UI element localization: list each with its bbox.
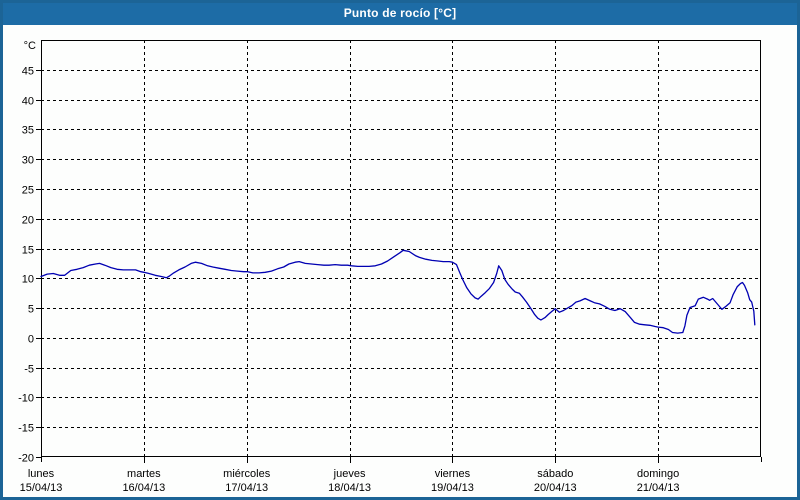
x-day-labels: lunes 15/04/13 martes 16/04/13 miércoles 17/0… bbox=[20, 468, 680, 494]
x-ticks bbox=[41, 457, 762, 462]
y-tick-label: 35 bbox=[22, 125, 34, 137]
dew-point-chart: 45 40 35 30 25 20 15 10 5 0 -5 -10 -15 -20 °C lunes 15/0… bbox=[3, 25, 797, 497]
x-day-name: jueves bbox=[333, 468, 366, 480]
y-tick-label: 45 bbox=[22, 66, 34, 78]
x-day-date: 17/04/13 bbox=[225, 482, 268, 494]
x-day-date: 19/04/13 bbox=[431, 482, 474, 494]
plot-border bbox=[41, 40, 761, 457]
x-day-date: 21/04/13 bbox=[637, 482, 680, 494]
chart-titlebar: Punto de rocío [°C] bbox=[3, 3, 797, 25]
x-day-date: 18/04/13 bbox=[328, 482, 371, 494]
x-day-name: domingo bbox=[637, 468, 679, 480]
x-day-name: lunes bbox=[28, 468, 55, 480]
y-ticks bbox=[36, 70, 41, 458]
x-day-name: martes bbox=[127, 468, 161, 480]
x-day-name: miércoles bbox=[223, 468, 271, 480]
y-tick-label: 10 bbox=[22, 274, 34, 286]
y-tick-label: 15 bbox=[22, 245, 34, 257]
y-tick-label: -5 bbox=[24, 364, 34, 376]
y-axis-unit-label: °C bbox=[24, 40, 36, 52]
y-tick-label: 25 bbox=[22, 185, 34, 197]
x-day-name: viernes bbox=[435, 468, 471, 480]
y-tick-label: 20 bbox=[22, 215, 34, 227]
x-day-date: 15/04/13 bbox=[20, 482, 63, 494]
y-tick-label: 30 bbox=[22, 155, 34, 167]
y-gridlines bbox=[41, 70, 761, 428]
x-day-date: 20/04/13 bbox=[534, 482, 577, 494]
x-day-name: sábado bbox=[537, 468, 573, 480]
y-tick-label: 0 bbox=[28, 334, 34, 346]
y-tick-label: 40 bbox=[22, 96, 34, 108]
y-tick-label: -10 bbox=[18, 393, 34, 405]
x-day-date: 16/04/13 bbox=[122, 482, 165, 494]
chart-title: Punto de rocío [°C] bbox=[343, 6, 457, 20]
y-tick-label: -15 bbox=[18, 423, 34, 435]
y-tick-label: 5 bbox=[28, 304, 34, 316]
y-tick-label: -20 bbox=[18, 453, 34, 465]
series-line bbox=[40, 249, 756, 334]
y-tick-labels: 45 40 35 30 25 20 15 10 5 0 -5 -10 -15 -20 bbox=[18, 66, 34, 465]
x-gridlines bbox=[144, 40, 659, 463]
